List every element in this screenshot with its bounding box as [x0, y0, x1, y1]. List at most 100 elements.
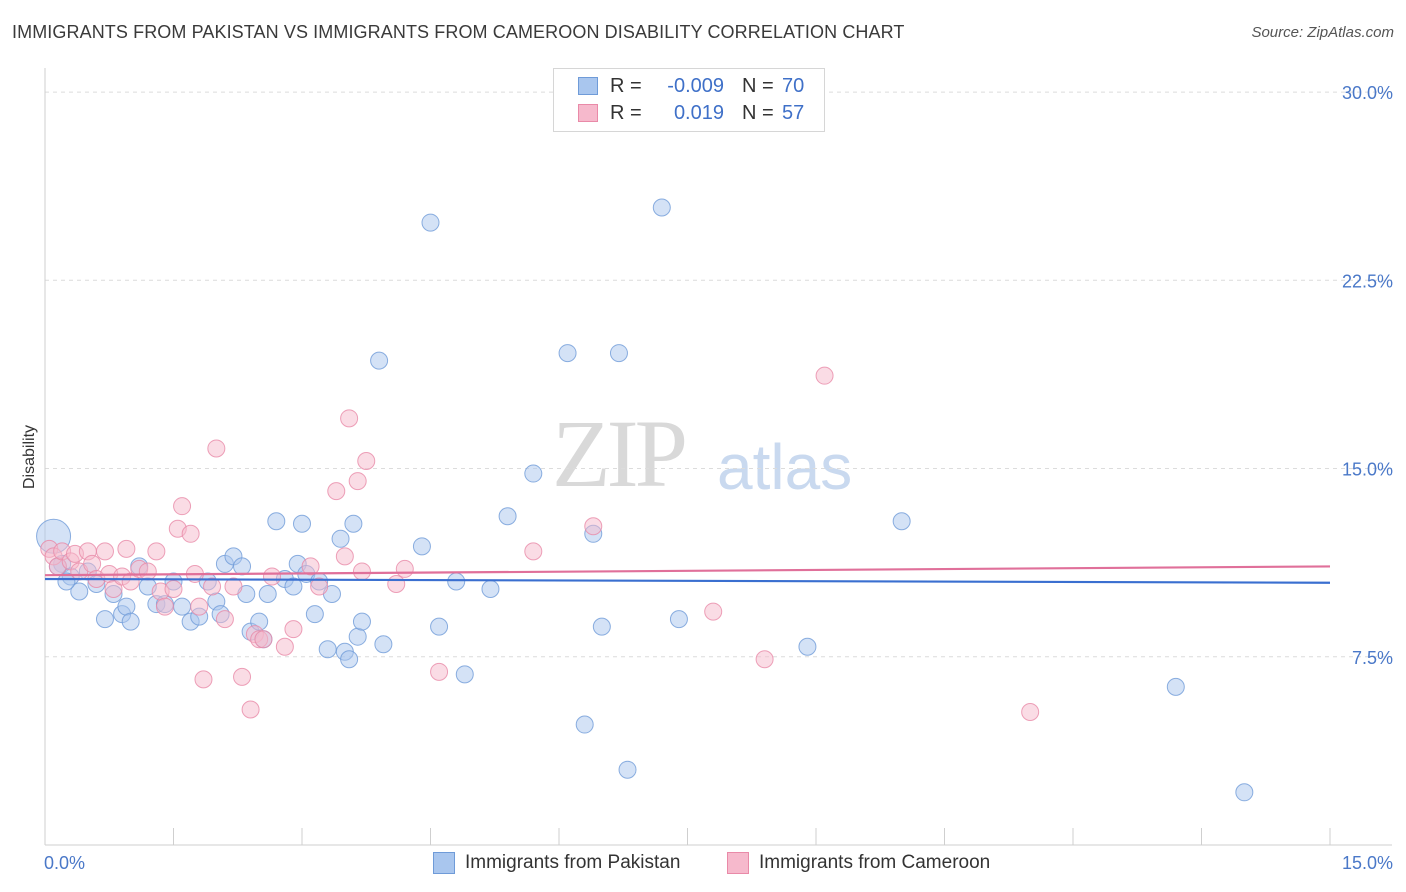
point-pakistan	[318, 640, 337, 659]
point-pakistan	[57, 572, 76, 591]
y-axis-label: Disability	[21, 425, 38, 489]
y-tick-label: 15.0%	[1342, 460, 1393, 480]
point-pakistan	[305, 605, 324, 624]
point-cameroon	[241, 700, 260, 719]
legend-item-cameroon[interactable]: Immigrants from Cameroon	[727, 852, 990, 874]
legend-item-pakistan[interactable]: Immigrants from Pakistan	[433, 852, 680, 874]
point-pakistan	[70, 582, 89, 601]
point-pakistan	[430, 617, 449, 636]
point-cameroon	[310, 577, 329, 596]
point-cameroon	[275, 637, 294, 656]
chart-title: IMMIGRANTS FROM PAKISTAN VS IMMIGRANTS F…	[12, 22, 905, 42]
point-pakistan	[331, 529, 350, 548]
point-cameroon	[387, 574, 406, 593]
n-label: N =	[742, 74, 774, 97]
point-pakistan	[293, 514, 311, 533]
point-cameroon	[83, 554, 102, 573]
point-cameroon	[352, 562, 371, 581]
point-cameroon	[584, 517, 603, 536]
source-label: Source: ZipAtlas.com	[1251, 24, 1394, 41]
point-cameroon	[207, 439, 226, 458]
axes	[44, 68, 1392, 846]
point-pakistan	[447, 572, 466, 591]
point-cameroon	[263, 567, 282, 586]
point-cameroon	[348, 472, 367, 491]
point-cameroon	[138, 562, 157, 581]
point-cameroon	[95, 542, 114, 561]
point-cameroon	[233, 667, 252, 686]
point-cameroon	[147, 542, 166, 561]
point-cameroon	[203, 577, 222, 596]
x-tick-label: 15.0%	[1342, 853, 1393, 873]
data-points	[36, 198, 1254, 802]
point-pakistan	[481, 580, 500, 599]
correlation-legend: R = -0.009 N = 70 R = 0.019 N = 57	[553, 68, 825, 132]
point-cameroon	[173, 497, 192, 516]
point-pakistan	[95, 610, 114, 629]
point-pakistan	[267, 512, 286, 531]
y-tick-label: 22.5%	[1342, 271, 1393, 291]
point-pakistan	[669, 610, 688, 629]
legend-row-pakistan: R = -0.009 N = 70	[578, 73, 804, 99]
point-cameroon	[190, 597, 209, 616]
n-value: 70	[782, 74, 805, 97]
trend-lines	[44, 565, 1331, 584]
point-pakistan	[348, 627, 367, 646]
watermark-zip: ZIP	[552, 400, 688, 507]
point-pakistan	[340, 650, 359, 669]
y-tick-label: 7.5%	[1352, 648, 1393, 668]
point-cameroon	[164, 580, 183, 599]
point-pakistan	[352, 612, 371, 631]
point-cameroon	[395, 559, 414, 578]
point-cameroon	[327, 482, 346, 501]
point-pakistan	[498, 507, 517, 526]
point-cameroon	[117, 539, 136, 558]
legend-label-pakistan: Immigrants from Pakistan	[465, 852, 681, 873]
point-cameroon	[215, 610, 234, 629]
r-value: 0.019	[673, 101, 724, 124]
point-cameroon	[1021, 702, 1040, 721]
point-pakistan	[284, 577, 303, 596]
legend-swatch-pakistan	[578, 77, 598, 95]
tick-labels: 7.5% 15.0% 22.5% 30.0% 0.0% 15.0%	[44, 83, 1393, 873]
point-pakistan	[412, 537, 431, 556]
point-pakistan	[575, 715, 594, 734]
point-pakistan	[892, 512, 911, 531]
point-pakistan	[370, 351, 389, 370]
point-pakistan	[524, 464, 543, 483]
trend-line-cameroon	[44, 565, 1331, 577]
legend-swatch-cameroon	[578, 104, 598, 122]
point-cameroon	[284, 620, 303, 639]
legend-row-cameroon: R = 0.019 N = 57	[578, 100, 804, 126]
point-cameroon	[430, 662, 449, 681]
point-cameroon	[224, 577, 243, 596]
r-value: -0.009	[667, 74, 724, 97]
point-cameroon	[301, 557, 320, 576]
y-tick-label: 30.0%	[1342, 83, 1393, 103]
n-value: 57	[782, 101, 805, 124]
legend-swatch-pakistan	[433, 852, 455, 874]
point-cameroon	[815, 366, 834, 385]
point-pakistan	[1235, 783, 1254, 802]
point-cameroon	[524, 542, 543, 561]
legend-swatch-cameroon	[727, 852, 749, 874]
point-cameroon	[335, 547, 354, 566]
point-pakistan	[618, 760, 637, 779]
point-cameroon	[340, 409, 359, 428]
point-pakistan	[374, 635, 393, 654]
point-pakistan	[233, 557, 252, 576]
point-pakistan	[609, 344, 628, 363]
point-cameroon	[155, 597, 174, 616]
point-cameroon	[357, 452, 376, 471]
point-pakistan	[558, 344, 577, 363]
point-pakistan	[652, 198, 671, 217]
point-pakistan	[798, 637, 817, 656]
n-label: N =	[742, 101, 774, 124]
point-pakistan	[421, 213, 440, 232]
point-pakistan	[117, 597, 136, 616]
x-tick-label: 0.0%	[44, 853, 85, 873]
watermark-atlas: atlas	[717, 431, 853, 503]
point-pakistan	[344, 514, 363, 533]
legend-label-cameroon: Immigrants from Cameroon	[759, 852, 991, 873]
